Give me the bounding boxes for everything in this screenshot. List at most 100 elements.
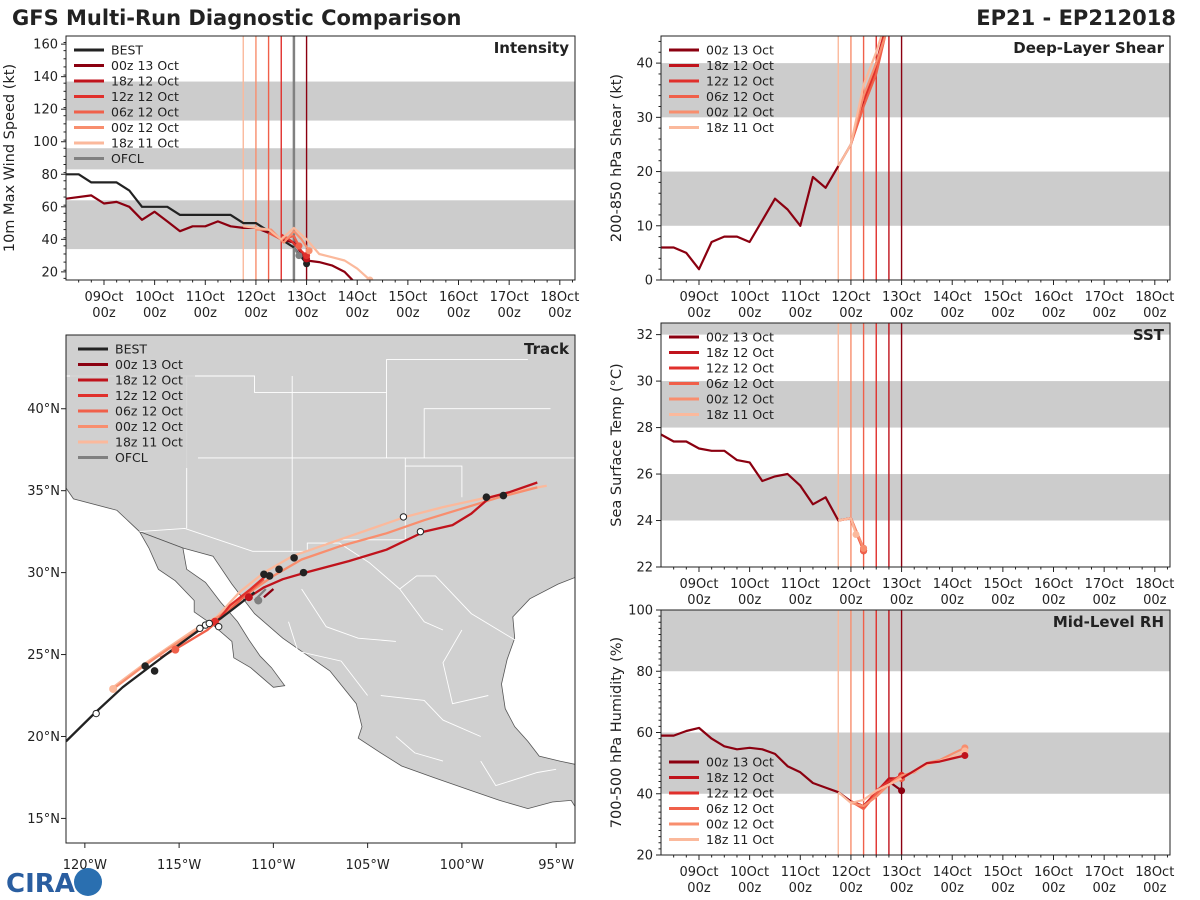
track-line [112,486,538,690]
track-best-marker [482,493,491,502]
x-tick-label: 100°W [440,858,484,873]
cira-logo: CIRA [6,868,102,899]
threshold-band [661,732,1170,794]
legend-bg [70,340,195,468]
x-tick-sublabel: 00z [497,306,521,321]
x-tick-label: 09Oct [679,290,718,305]
y-tick-label: 35°N [27,484,60,499]
state-border [442,629,489,705]
series-end-marker [885,22,892,29]
sst-plot-area [661,323,1170,567]
series-line [849,36,887,145]
x-tick-label: 17Oct [1085,290,1124,305]
legend-label: BEST [115,342,147,357]
legend-label: 00z 13 Oct [115,357,183,372]
state-border [380,695,481,737]
legend-label: 18z 11 Oct [706,832,774,847]
y-tick-label: 30 [636,111,653,126]
x-tick-label: 16Oct [439,290,478,305]
legend-label: 06z 12 Oct [111,105,179,120]
track-open-marker [92,709,100,718]
state-border [301,588,396,642]
track-panel: 120°W 115°W 110°W 105°W 100°W 95°W 15°N 20°N 25°… [27,334,576,873]
legend-label: 18z 12 Oct [706,770,774,785]
legend-label: 18z 11 Oct [115,435,183,450]
legend-label: 06z 12 Oct [115,404,183,419]
x-tick-sublabel: 00z [991,593,1015,608]
series-line [243,225,371,280]
x-tick-label: 10Oct [135,290,174,305]
y-tick-label: 30 [636,375,653,390]
legend-label: 12z 12 Oct [111,89,179,104]
x-tick-sublabel: 00z [143,306,167,321]
x-tick-sublabel: 00z [839,306,863,321]
legend-label: 00z 13 Oct [706,43,774,58]
state-border [66,359,528,393]
x-tick-label: 11Oct [781,865,820,880]
x-tick-label: 13Oct [882,865,921,880]
y-tick-label: 26 [636,468,653,483]
shear-plot-area [661,22,1170,280]
threshold-band [66,81,575,121]
legend-label: 06z 12 Oct [706,376,774,391]
x-tick-label: 18Oct [540,290,579,305]
storm-id: EP21 - EP212018 [976,6,1176,30]
x-tick-label: 13Oct [287,290,326,305]
legend-label: 00z 13 Oct [111,58,179,73]
x-tick-label: 11Oct [781,577,820,592]
x-tick-sublabel: 00z [346,306,370,321]
legend-label: 18z 12 Oct [115,373,183,388]
shear-panel: 01020304009Oct00z10Oct00z11Oct00z12Oct00… [609,22,1174,321]
x-tick-label: 17Oct [490,290,529,305]
x-tick-label: 10Oct [730,290,769,305]
series-end-marker [295,252,303,260]
x-tick-sublabel: 00z [548,306,572,321]
legend-label: 12z 12 Oct [115,388,183,403]
y-tick-label: 28 [636,421,653,436]
x-tick-sublabel: 00z [789,881,813,896]
x-tick-sublabel: 00z [941,593,965,608]
x-tick-label: 15Oct [983,290,1022,305]
x-tick-label: 17Oct [1085,577,1124,592]
state-border [405,465,463,498]
y-tick-label: 20 [636,849,653,864]
x-tick-sublabel: 00z [1042,593,1066,608]
x-tick-label: 115°W [157,858,201,873]
x-tick-sublabel: 00z [194,306,218,321]
series-end-marker [305,247,313,255]
x-tick-label: 15Oct [983,577,1022,592]
x-tick-label: 15Oct [388,290,427,305]
chart-panels: 2040608010012014016009Oct00z10Oct00z11Oc… [2,22,1174,896]
x-tick-label: 95°W [538,858,574,873]
x-tick-sublabel: 00z [1092,593,1116,608]
x-tick-label: 105°W [346,858,390,873]
x-tick-sublabel: 00z [1143,593,1167,608]
state-border [423,408,551,458]
axes-frame [660,322,1171,568]
track-line [215,571,271,623]
y-axis-label: Sea Surface Temp (°C) [609,363,625,526]
panel-title: Mid-Level RH [1053,613,1164,631]
legend-label: 00z 12 Oct [706,105,774,120]
x-tick-label: 16Oct [1034,577,1073,592]
series-end-marker [883,22,890,29]
y-tick-label: 120 [33,103,58,118]
x-tick-label: 09Oct [84,290,123,305]
intensity-plot-area [66,36,575,280]
legend-label: OFCL [111,151,144,166]
y-tick-label: 0 [645,274,653,289]
y-tick-label: 40°N [27,402,60,417]
y-axis-label: 700-500 hPa Humidity (%) [609,637,625,828]
state-border [480,760,557,787]
track-run-marker [109,684,118,693]
cira-logo-globe [74,868,102,896]
track-line [248,481,538,599]
track-best-marker [499,491,508,500]
x-tick-label: 14Oct [933,865,972,880]
series-end-marker [898,787,906,795]
y-tick-label: 25°N [27,648,60,663]
state-border [139,527,515,641]
track-run-marker [244,593,253,602]
x-tick-sublabel: 00z [687,593,711,608]
